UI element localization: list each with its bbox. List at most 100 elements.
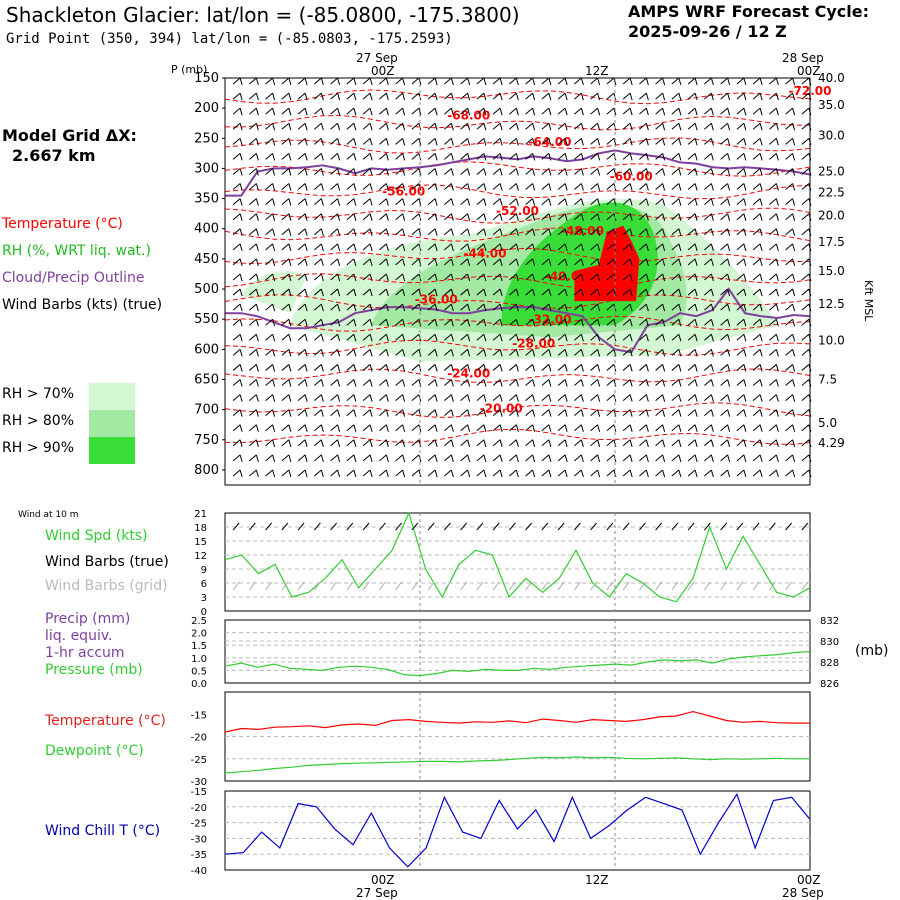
wind-barb (379, 333, 387, 341)
bottom-hour-1: 00Z (371, 873, 395, 887)
wind-barb-flag (678, 424, 682, 432)
wind-barb-flag (629, 364, 633, 372)
wind-barb-flag (288, 304, 292, 312)
wind-barb (769, 137, 777, 145)
wind-barb-flag (613, 319, 617, 327)
wind-barb (395, 258, 403, 266)
wind-barb (265, 243, 273, 251)
wind-barb (281, 137, 290, 145)
wind-barb-flag (418, 138, 422, 146)
wind-barb (362, 213, 371, 221)
wind-barb (346, 379, 355, 386)
wind-barb (362, 409, 371, 417)
wind-barb (671, 77, 680, 85)
wind-barb (265, 439, 273, 447)
wind-barb (752, 213, 761, 221)
wind-barb (346, 183, 355, 190)
wind-barb (249, 379, 257, 386)
wind-barb-flag (775, 273, 779, 282)
wind-barb (769, 454, 777, 462)
wind-barb-flag (662, 424, 666, 432)
pressure-unit-label: (mb) (855, 643, 889, 659)
wind-barb-flag (759, 92, 763, 101)
wind-barb-flag (645, 469, 649, 478)
wind-barb-flag (337, 228, 341, 236)
wind-barb-flag (483, 349, 487, 357)
bottom-hour-2: 12Z (585, 873, 609, 887)
wind-barb (314, 273, 322, 281)
wind-barb (297, 409, 306, 417)
wind-barb-flag (792, 273, 796, 282)
wind-barb (736, 77, 745, 85)
wind-barb (525, 333, 533, 341)
wind-barb-flag (678, 258, 682, 267)
wind-barb-flag (792, 349, 796, 357)
wind-barb-flag (255, 424, 259, 432)
wind-barb-flag (548, 168, 552, 176)
wind-barb (785, 424, 793, 432)
wind-barb (427, 122, 436, 130)
wind-barb (281, 107, 290, 115)
wind-barb (557, 394, 566, 401)
wind-barb (444, 288, 452, 296)
precip-panel-frame (224, 619, 811, 684)
wind-barb (232, 333, 241, 341)
wind-barb (362, 379, 371, 386)
wind-barb-flag (532, 469, 536, 478)
wind-barb (525, 394, 533, 401)
wind-barb-flag (743, 364, 747, 372)
wind-barb (801, 303, 810, 311)
wind-barb (557, 348, 566, 356)
wind-barb (720, 243, 728, 251)
wind-barb-flag (759, 77, 763, 86)
wind-barb-flag (304, 138, 308, 146)
wind-barb-flag (515, 183, 519, 191)
wind-barb-flag (548, 138, 552, 146)
wind-barb (249, 183, 257, 190)
wind-barb-flag (613, 288, 617, 297)
wind-barb (362, 439, 371, 447)
wind-barb (785, 454, 793, 462)
wind-barb-flag (564, 183, 568, 191)
wind-barb (785, 258, 793, 266)
wind-barb-flag (694, 92, 698, 101)
wind-barb-flag (402, 153, 406, 161)
wind-barb (395, 288, 403, 296)
wind-barb (622, 183, 631, 190)
wind-barb (541, 379, 550, 386)
wind-barb (509, 424, 517, 432)
surface-wind-barb (573, 522, 581, 531)
wind-barb-flag (645, 198, 649, 206)
wind-barb (574, 454, 582, 462)
wind-barb-flag (775, 243, 779, 251)
wind-barb-flag (532, 123, 536, 131)
wind-barb (281, 168, 290, 175)
wind-barb-flag (564, 364, 568, 372)
wind-barb-flag (239, 288, 243, 297)
wind-barb-flag (743, 394, 747, 402)
wind-barb-flag (450, 304, 454, 312)
wind-barb-flag (353, 213, 357, 221)
wind-barb-flag (288, 123, 292, 131)
wind-barb (606, 258, 615, 266)
wind-barb-flag (483, 439, 487, 447)
wind-barb-flag (304, 153, 308, 161)
wind-barb (574, 364, 582, 371)
wind-barb (281, 379, 290, 386)
wind-barb (249, 107, 257, 115)
wind-barb (720, 258, 728, 266)
wind-barb-flag (727, 123, 731, 131)
wind-barb-flag (662, 394, 666, 402)
wind-barb-flag (402, 108, 406, 116)
wind-barb (232, 168, 241, 175)
wind-barb-flag (564, 319, 568, 327)
temperature-contour (224, 294, 811, 309)
wind-barb (460, 303, 468, 311)
wind-barb-flag (467, 243, 471, 251)
surface-wind-barb-grid (752, 581, 760, 591)
wind-barb (346, 303, 355, 311)
wind-barb-flag (662, 213, 666, 221)
wind-barb (606, 153, 615, 160)
wind-barb-flag (532, 228, 536, 236)
wind-barb-flag (402, 77, 406, 86)
